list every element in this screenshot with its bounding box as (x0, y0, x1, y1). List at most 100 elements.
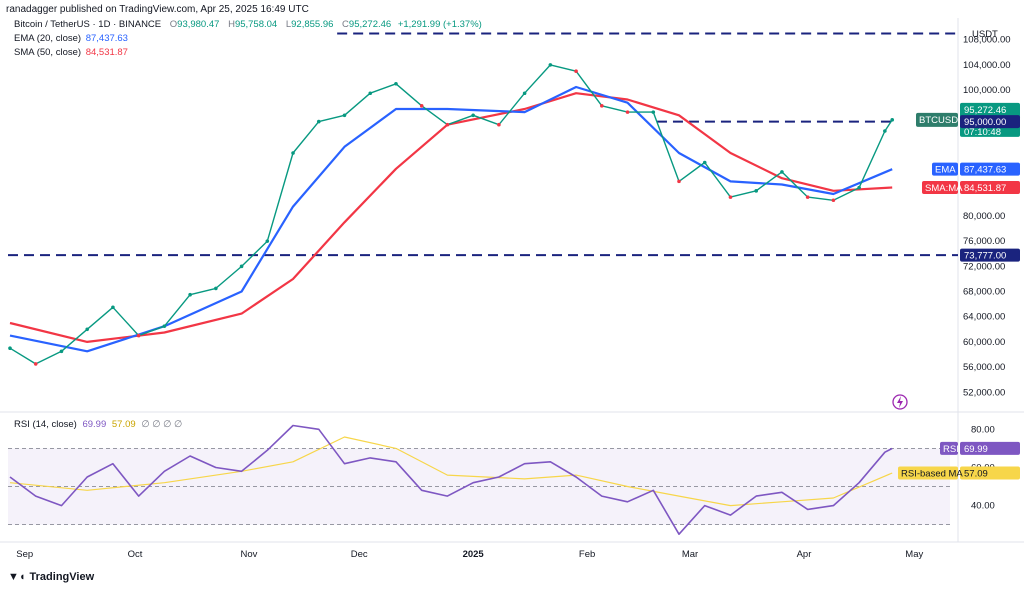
rsi-ma-name-tag: RSI-based MA (898, 466, 963, 480)
rsi-tick-label: 80.00 (971, 424, 995, 435)
symbol-tag-text: BTCUSDT (919, 115, 964, 126)
level-95000-tag-text: 95,000.00 (964, 117, 1006, 128)
alert-icon-bolt (897, 396, 903, 408)
rsi-value-tag: 69.99 (960, 441, 1020, 455)
price-point[interactable] (805, 195, 810, 199)
publisher-line: ranadagger published on TradingView.com,… (6, 4, 309, 15)
price-tick-label: 100,000.00 (963, 85, 1011, 96)
price-point[interactable] (625, 110, 630, 114)
rsi-value-tag-bg (960, 441, 1020, 455)
price-close-line[interactable] (9, 64, 893, 365)
price-point[interactable] (214, 286, 218, 291)
price-point[interactable] (265, 239, 270, 243)
price-tick-label: 60,000.00 (963, 337, 1005, 348)
price-axis[interactable]: 52,000.00 56,000.00 60,000.00 64,000.00 68,0… (963, 35, 1011, 399)
rsi-ma-name-tag-text: RSI-based MA (901, 469, 963, 480)
level-95000-tag: 95,000.00 (960, 115, 1020, 129)
price-point[interactable] (8, 346, 12, 350)
price-tick-label: 80,000.00 (963, 211, 1005, 222)
price-series[interactable] (8, 63, 895, 366)
price-point[interactable] (136, 333, 141, 338)
price-point[interactable] (754, 189, 759, 193)
ema-value-tag: 87,437.63 (960, 162, 1020, 176)
rsi-ma-value-tag: 57.09 (960, 466, 1020, 480)
ema-20-line[interactable] (9, 85, 893, 353)
price-point[interactable] (419, 104, 424, 108)
price-point[interactable] (239, 264, 244, 269)
ema-legend[interactable]: EMA (20, close) 87,437.63 (14, 33, 128, 44)
price-tick-label: 68,000.00 (963, 287, 1005, 298)
time-tick-label: Mar (682, 549, 698, 560)
price-tags: 95,272.46+48.50%07:10:48BTCUSDT95,000.00… (898, 102, 1020, 480)
sma-value-tag-text: 84,531.87 (964, 183, 1006, 194)
time-tick-label: Nov (240, 549, 257, 560)
price-point[interactable] (497, 122, 501, 127)
price-point[interactable] (677, 179, 681, 184)
rsi-ma-line[interactable] (9, 436, 893, 507)
price-tick-label: 104,000.00 (963, 60, 1011, 71)
time-tick-label: 2025 (463, 549, 485, 560)
sma-name-tag: SMA:MA (922, 180, 963, 194)
rsi-ma-legend-value: 57.09 (111, 419, 136, 430)
price-point[interactable] (342, 113, 347, 118)
sma-value-tag: 84,531.87 (960, 180, 1020, 194)
price-point[interactable] (702, 160, 707, 165)
time-tick-label: Apr (797, 549, 812, 560)
price-point[interactable] (548, 63, 553, 67)
ema-name-tag-bg (932, 162, 958, 176)
horizontal-levels[interactable] (8, 32, 958, 257)
price-point[interactable] (291, 151, 295, 155)
time-tick-label: Feb (579, 549, 595, 560)
time-axis[interactable]: Sep Oct Nov Dec 2025 Feb Mar Apr May (16, 549, 923, 560)
sma-value-tag-bg (960, 180, 1020, 194)
time-tick-label: May (905, 549, 923, 560)
price-point[interactable] (857, 185, 861, 190)
price-point[interactable] (33, 362, 38, 366)
price-point[interactable] (445, 122, 450, 127)
level-73777-tag: 73,777.00 (960, 248, 1020, 262)
price-point[interactable] (471, 113, 475, 118)
price-tick-label: 76,000.00 (963, 236, 1005, 247)
price-point[interactable] (831, 198, 836, 203)
price-tick-label: 108,000.00 (963, 35, 1011, 46)
close-value: 95,272.46 (348, 19, 392, 30)
price-point[interactable] (316, 119, 321, 124)
price-point[interactable] (394, 82, 398, 86)
rsi-line[interactable] (9, 424, 893, 536)
ema-legend-value: 87,437.63 (85, 33, 128, 44)
price-point[interactable] (188, 292, 192, 297)
price-point[interactable] (85, 327, 89, 332)
price-point[interactable] (600, 104, 604, 108)
rsi-name-tag-bg (940, 441, 958, 455)
rsi-series[interactable] (9, 424, 893, 536)
ema-name-tag-text: EMA (935, 165, 956, 176)
rsi-value-tag-text: 69.99 (964, 444, 988, 455)
price-point[interactable] (59, 349, 64, 354)
time-tick-label: Oct (128, 549, 143, 560)
price-point[interactable] (883, 129, 887, 133)
price-point[interactable] (780, 170, 784, 174)
rsi-ma-value-tag-bg (960, 466, 1020, 480)
alert-icon[interactable] (892, 394, 908, 410)
time-tick-label: Sep (16, 549, 33, 560)
level-73777-tag-bg (960, 248, 1020, 262)
rsi-legend-label: RSI (14, close) (14, 419, 77, 430)
symbol-tag: BTCUSDT (916, 112, 964, 127)
price-point[interactable] (728, 195, 733, 199)
price-point[interactable] (368, 91, 373, 96)
rsi-legend[interactable]: RSI (14, close) 69.99 57.09 ∅ ∅ ∅ ∅ (14, 419, 182, 430)
tradingview-brand[interactable]: ▼◖ TradingView (8, 571, 94, 583)
sma-name-tag-text: SMA:MA (925, 183, 963, 194)
price-point[interactable] (890, 118, 895, 122)
price-point[interactable] (162, 324, 167, 328)
sma-50-line[interactable] (9, 92, 893, 343)
sma-legend[interactable]: SMA (50, close) 84,531.87 (14, 47, 128, 58)
price-point[interactable] (574, 69, 578, 74)
price-tick-label: 64,000.00 (963, 312, 1005, 323)
price-point[interactable] (651, 110, 656, 114)
ema-value-tag-text: 87,437.63 (964, 165, 1006, 176)
price-point[interactable] (111, 305, 115, 310)
price-point[interactable] (522, 91, 527, 96)
high-value: 95,758.04 (234, 19, 278, 30)
